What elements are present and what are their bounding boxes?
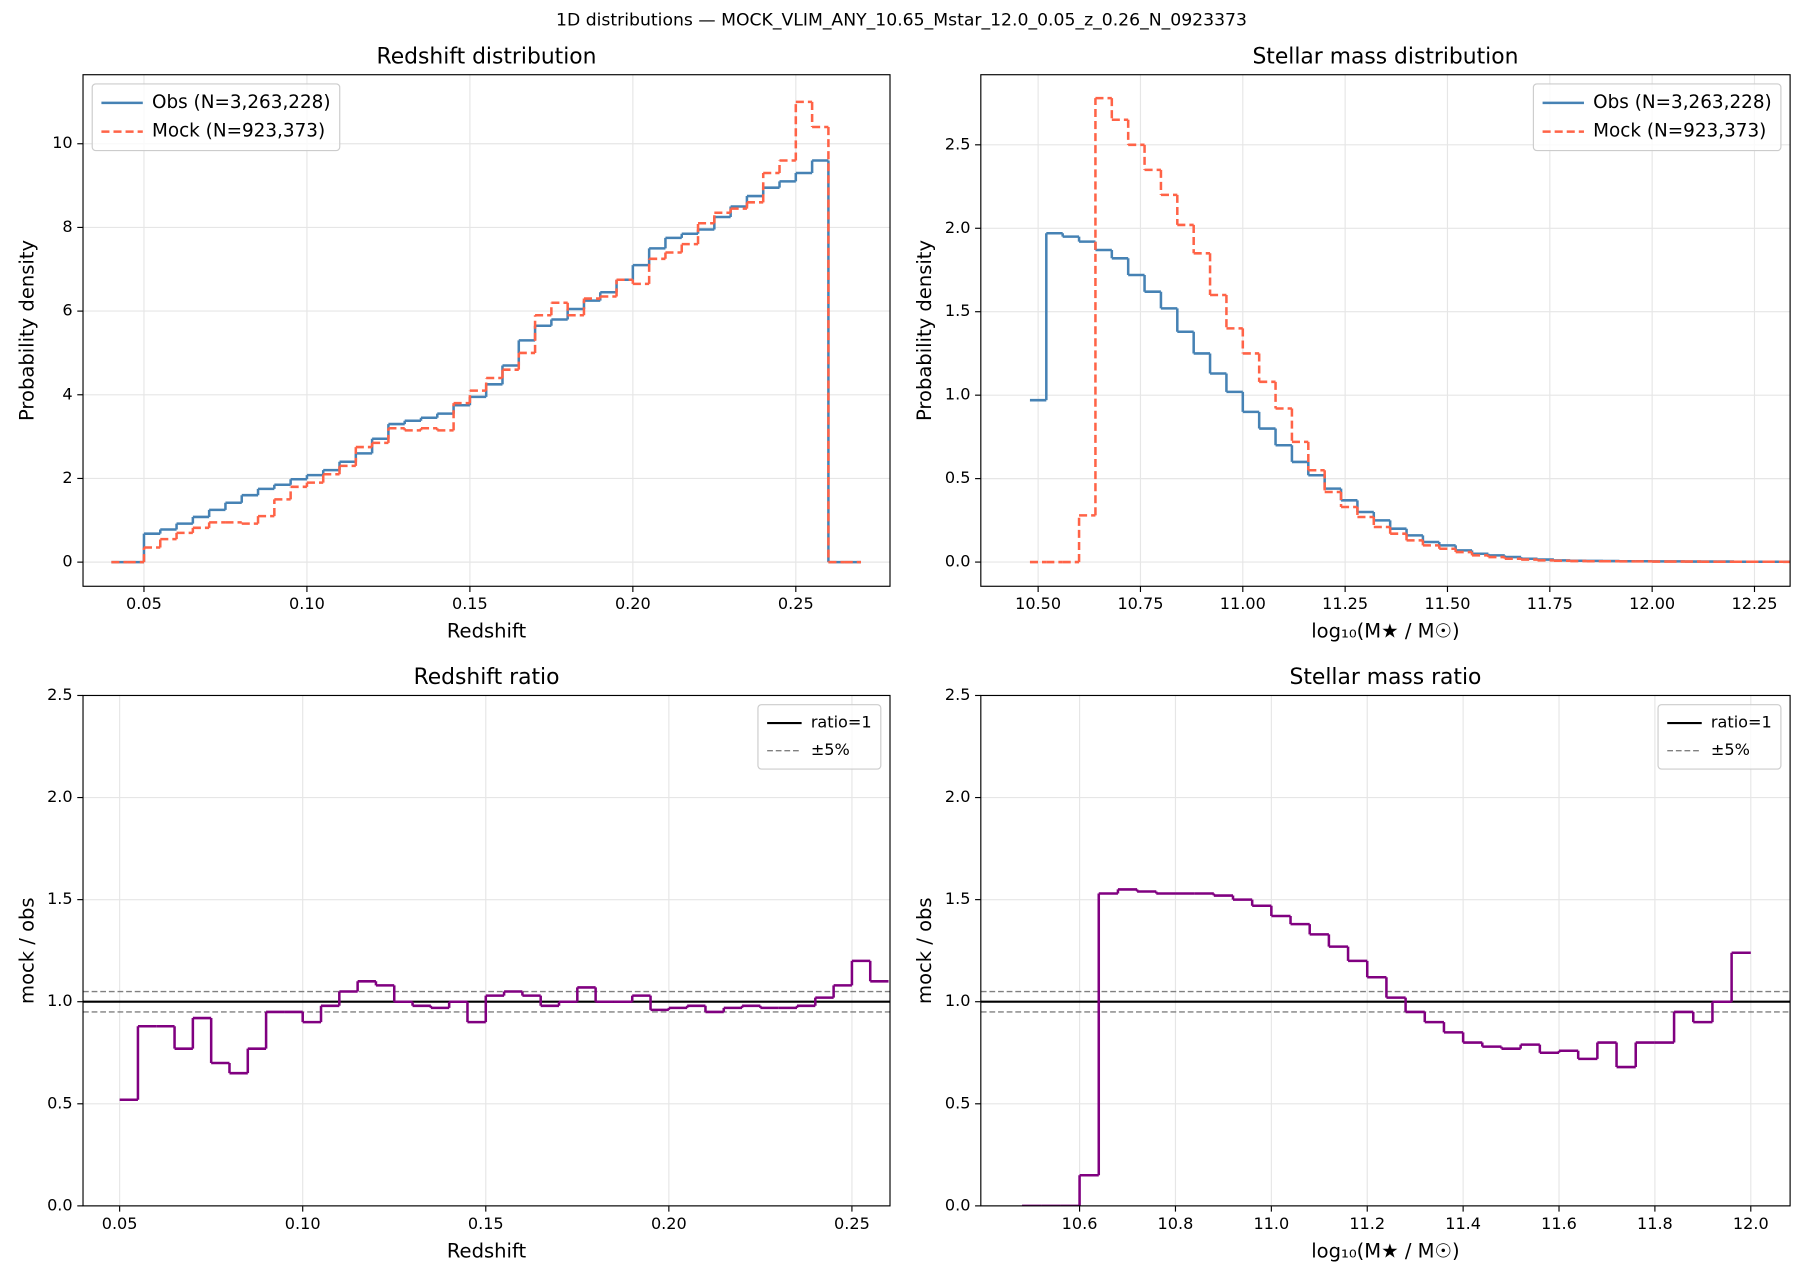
x-axis-label: Redshift xyxy=(447,620,527,643)
y-axis-label: mock / obs xyxy=(913,897,936,1004)
x-tick-label: 11.25 xyxy=(1322,594,1368,613)
y-tick-label: 2.0 xyxy=(945,218,971,237)
y-tick-label: 0 xyxy=(62,552,72,571)
x-tick-label: 11.0 xyxy=(1253,1214,1289,1233)
x-tick-label: 11.00 xyxy=(1220,594,1266,613)
legend-label: ratio=1 xyxy=(811,713,872,732)
legend-frame xyxy=(91,83,341,152)
legend: ratio=1 ±5% xyxy=(757,704,882,770)
axes-frame xyxy=(980,694,1791,1207)
y-tick-label: 1.0 xyxy=(945,385,971,404)
x-tick-label: 11.6 xyxy=(1541,1214,1577,1233)
y-tick-label: 1.5 xyxy=(945,301,971,320)
axes-frame xyxy=(82,694,891,1207)
axes-frame xyxy=(980,74,1791,587)
x-tick-label: 0.05 xyxy=(102,1214,138,1233)
axes-title: Redshift distribution xyxy=(377,44,597,69)
y-tick-label: 0.5 xyxy=(47,1093,73,1112)
figure-title: 1D distributions — MOCK_VLIM_ANY_10.65_M… xyxy=(556,11,1247,31)
y-tick-label: 0.0 xyxy=(47,1195,73,1214)
y-tick-label: 1.5 xyxy=(47,889,73,908)
y-tick-label: 0.5 xyxy=(945,468,971,487)
y-tick-label: 0.0 xyxy=(945,1195,971,1214)
y-tick-label: 2.0 xyxy=(47,787,73,806)
x-tick-label: 0.05 xyxy=(126,594,162,613)
legend-label: ratio=1 xyxy=(1711,713,1772,732)
legend-label: Mock (N=923,373) xyxy=(1593,121,1766,142)
y-tick-label: 2.5 xyxy=(945,134,971,153)
legend: ratio=1 ±5% xyxy=(1657,704,1782,770)
y-tick-label: 10 xyxy=(52,133,72,152)
axes-title: Stellar mass ratio xyxy=(1289,665,1481,690)
x-tick-label: 0.25 xyxy=(778,594,814,613)
legend-label: Obs (N=3,263,228) xyxy=(152,92,331,113)
x-tick-label: 0.25 xyxy=(834,1214,870,1233)
x-tick-label: 0.10 xyxy=(289,594,325,613)
x-tick-label: 0.20 xyxy=(651,1214,687,1233)
legend-label: Obs (N=3,263,228) xyxy=(1593,92,1772,113)
y-tick-label: 2.0 xyxy=(945,787,971,806)
x-tick-label: 12.00 xyxy=(1629,594,1675,613)
x-tick-label: 11.75 xyxy=(1527,594,1573,613)
plot-area xyxy=(1029,96,1791,564)
legend: Obs (N=3,263,228) Mock (N=923,373) xyxy=(1532,83,1782,152)
y-tick-label: 2.5 xyxy=(47,685,73,704)
x-tick-label: 12.0 xyxy=(1733,1214,1769,1233)
legend-label: ±5% xyxy=(811,740,850,759)
x-tick-label: 0.15 xyxy=(468,1214,504,1233)
y-tick-label: 6 xyxy=(62,301,72,320)
axes-title: Stellar mass distribution xyxy=(1252,44,1518,69)
y-tick-label: 0.0 xyxy=(945,552,971,571)
axes-frame xyxy=(82,74,891,587)
x-axis-label: log₁₀(M★ / M☉) xyxy=(1311,1239,1459,1262)
y-tick-label: 2.5 xyxy=(945,685,971,704)
legend-frame xyxy=(757,704,882,770)
x-tick-label: 11.8 xyxy=(1637,1214,1673,1233)
plot-area xyxy=(83,959,891,1101)
y-tick-label: 0.5 xyxy=(945,1093,971,1112)
legend-label: Mock (N=923,373) xyxy=(152,121,325,142)
legend-frame xyxy=(1532,83,1782,152)
x-tick-label: 11.4 xyxy=(1445,1214,1481,1233)
y-axis-label: Probability density xyxy=(15,240,38,421)
x-tick-label: 0.15 xyxy=(452,594,488,613)
x-tick-label: 10.75 xyxy=(1117,594,1163,613)
x-tick-label: 0.10 xyxy=(285,1214,321,1233)
step-connector xyxy=(142,101,830,563)
y-tick-label: 1.0 xyxy=(47,991,73,1010)
x-tick-label: 10.6 xyxy=(1062,1214,1098,1233)
y-tick-label: 2 xyxy=(62,468,72,487)
legend-frame xyxy=(1657,704,1782,770)
y-tick-label: 4 xyxy=(62,384,72,403)
y-tick-label: 1.5 xyxy=(945,889,971,908)
x-tick-label: 11.50 xyxy=(1424,594,1470,613)
legend: Obs (N=3,263,228) Mock (N=923,373) xyxy=(91,83,341,152)
legend-label: ±5% xyxy=(1711,740,1750,759)
y-tick-label: 1.0 xyxy=(945,991,971,1010)
x-tick-label: 0.20 xyxy=(615,594,651,613)
x-tick-label: 10.8 xyxy=(1158,1214,1194,1233)
plot-area xyxy=(980,888,1791,1206)
y-axis-label: Probability density xyxy=(913,240,936,421)
x-tick-label: 12.25 xyxy=(1731,594,1777,613)
y-tick-label: 8 xyxy=(62,217,72,236)
x-tick-label: 11.2 xyxy=(1349,1214,1385,1233)
x-tick-label: 10.50 xyxy=(1015,594,1061,613)
plot-area xyxy=(111,100,861,564)
x-axis-label: Redshift xyxy=(447,1239,527,1262)
x-axis-label: log₁₀(M★ / M☉) xyxy=(1311,620,1459,643)
y-axis-label: mock / obs xyxy=(15,897,38,1004)
axes-title: Redshift ratio xyxy=(414,665,560,690)
